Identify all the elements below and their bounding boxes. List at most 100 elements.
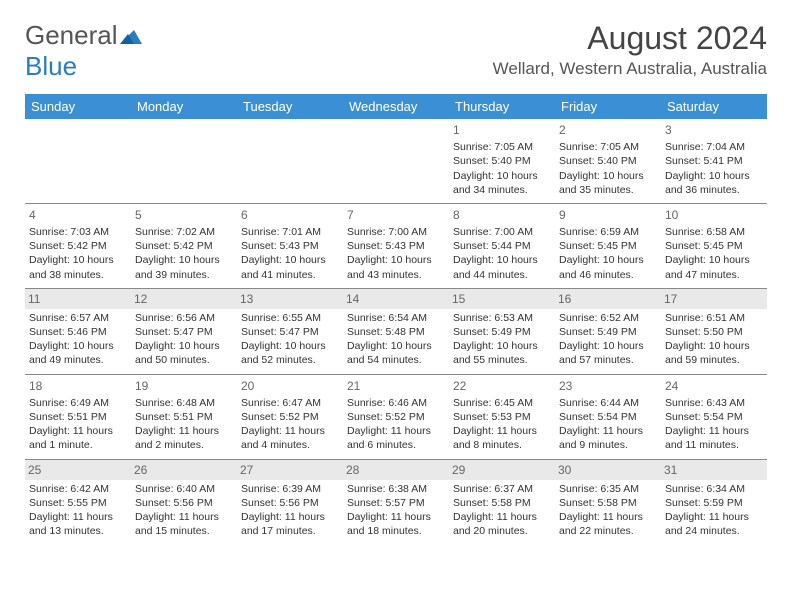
sunset-text: Sunset: 5:42 PM	[135, 239, 233, 253]
day-number: 4	[29, 207, 127, 223]
calendar-row: 25Sunrise: 6:42 AMSunset: 5:55 PMDayligh…	[25, 459, 767, 544]
daylight-text: Daylight: 11 hours and 4 minutes.	[241, 424, 339, 452]
day-info: Sunrise: 6:56 AMSunset: 5:47 PMDaylight:…	[135, 311, 233, 368]
calendar-cell	[237, 119, 343, 203]
day-info: Sunrise: 6:42 AMSunset: 5:55 PMDaylight:…	[29, 482, 127, 539]
header: General Blue August 2024 Wellard, Wester…	[25, 20, 767, 82]
calendar-cell: 10Sunrise: 6:58 AMSunset: 5:45 PMDayligh…	[661, 203, 767, 288]
calendar-cell: 5Sunrise: 7:02 AMSunset: 5:42 PMDaylight…	[131, 203, 237, 288]
day-number: 30	[555, 460, 661, 480]
day-info: Sunrise: 6:43 AMSunset: 5:54 PMDaylight:…	[665, 396, 763, 453]
daylight-text: Daylight: 10 hours and 39 minutes.	[135, 253, 233, 281]
sunset-text: Sunset: 5:58 PM	[559, 496, 657, 510]
day-number: 19	[135, 378, 233, 394]
day-number: 9	[559, 207, 657, 223]
daylight-text: Daylight: 10 hours and 38 minutes.	[29, 253, 127, 281]
day-info: Sunrise: 6:59 AMSunset: 5:45 PMDaylight:…	[559, 225, 657, 282]
day-info: Sunrise: 6:44 AMSunset: 5:54 PMDaylight:…	[559, 396, 657, 453]
sunrise-text: Sunrise: 6:49 AM	[29, 396, 127, 410]
sunrise-text: Sunrise: 7:02 AM	[135, 225, 233, 239]
day-info: Sunrise: 7:00 AMSunset: 5:44 PMDaylight:…	[453, 225, 551, 282]
daylight-text: Daylight: 10 hours and 55 minutes.	[453, 339, 551, 367]
sunset-text: Sunset: 5:40 PM	[453, 154, 551, 168]
daylight-text: Daylight: 11 hours and 18 minutes.	[347, 510, 445, 538]
daylight-text: Daylight: 10 hours and 46 minutes.	[559, 253, 657, 281]
logo-text-blue: Blue	[25, 51, 77, 81]
calendar-cell: 24 Sunrise: 6:43 AMSunset: 5:54 PMDayligh…	[661, 374, 767, 459]
calendar-body: 1Sunrise: 7:05 AMSunset: 5:40 PMDaylight…	[25, 119, 767, 544]
calendar-cell: 18Sunrise: 6:49 AMSunset: 5:51 PMDayligh…	[25, 374, 131, 459]
day-info: Sunrise: 7:01 AMSunset: 5:43 PMDaylight:…	[241, 225, 339, 282]
sunrise-text: Sunrise: 6:47 AM	[241, 396, 339, 410]
daylight-text: Daylight: 10 hours and 43 minutes.	[347, 253, 445, 281]
sunrise-text: Sunrise: 6:56 AM	[135, 311, 233, 325]
daylight-text: Daylight: 10 hours and 44 minutes.	[453, 253, 551, 281]
page-title: August 2024	[493, 20, 767, 57]
sunset-text: Sunset: 5:52 PM	[347, 410, 445, 424]
day-header: Friday	[555, 94, 661, 119]
sunrise-text: Sunrise: 6:44 AM	[559, 396, 657, 410]
day-info: Sunrise: 6:51 AMSunset: 5:50 PMDaylight:…	[665, 311, 763, 368]
sunset-text: Sunset: 5:42 PM	[29, 239, 127, 253]
sunset-text: Sunset: 5:48 PM	[347, 325, 445, 339]
calendar-cell: 25Sunrise: 6:42 AMSunset: 5:55 PMDayligh…	[25, 459, 131, 544]
daylight-text: Daylight: 10 hours and 34 minutes.	[453, 169, 551, 197]
sunrise-text: Sunrise: 6:59 AM	[559, 225, 657, 239]
calendar-cell: 1Sunrise: 7:05 AMSunset: 5:40 PMDaylight…	[449, 119, 555, 203]
sunset-text: Sunset: 5:55 PM	[29, 496, 127, 510]
calendar-cell: 20Sunrise: 6:47 AMSunset: 5:52 PMDayligh…	[237, 374, 343, 459]
calendar-cell: 8Sunrise: 7:00 AMSunset: 5:44 PMDaylight…	[449, 203, 555, 288]
logo-icon	[120, 20, 142, 51]
day-number: 24	[665, 378, 763, 394]
sunrise-text: Sunrise: 6:45 AM	[453, 396, 551, 410]
calendar-cell: 19Sunrise: 6:48 AMSunset: 5:51 PMDayligh…	[131, 374, 237, 459]
calendar-cell: 31Sunrise: 6:34 AMSunset: 5:59 PMDayligh…	[661, 459, 767, 544]
day-info: Sunrise: 6:39 AMSunset: 5:56 PMDaylight:…	[241, 482, 339, 539]
sunset-text: Sunset: 5:44 PM	[453, 239, 551, 253]
calendar-cell	[343, 119, 449, 203]
day-info: Sunrise: 6:37 AMSunset: 5:58 PMDaylight:…	[453, 482, 551, 539]
day-header: Saturday	[661, 94, 767, 119]
logo: General Blue	[25, 20, 142, 82]
sunrise-text: Sunrise: 6:48 AM	[135, 396, 233, 410]
sunset-text: Sunset: 5:56 PM	[241, 496, 339, 510]
day-number: 12	[131, 289, 237, 309]
day-info: Sunrise: 6:57 AMSunset: 5:46 PMDaylight:…	[29, 311, 127, 368]
daylight-text: Daylight: 10 hours and 57 minutes.	[559, 339, 657, 367]
sunrise-text: Sunrise: 6:42 AM	[29, 482, 127, 496]
day-number: 7	[347, 207, 445, 223]
day-number: 26	[131, 460, 237, 480]
sunset-text: Sunset: 5:41 PM	[665, 154, 763, 168]
daylight-text: Daylight: 10 hours and 36 minutes.	[665, 169, 763, 197]
day-info: Sunrise: 6:58 AMSunset: 5:45 PMDaylight:…	[665, 225, 763, 282]
day-number: 29	[449, 460, 555, 480]
sunrise-text: Sunrise: 6:35 AM	[559, 482, 657, 496]
day-number: 18	[29, 378, 127, 394]
day-number: 15	[449, 289, 555, 309]
sunrise-text: Sunrise: 7:04 AM	[665, 140, 763, 154]
day-number: 3	[665, 122, 763, 138]
day-number: 31	[661, 460, 767, 480]
sunrise-text: Sunrise: 6:51 AM	[665, 311, 763, 325]
day-info: Sunrise: 6:40 AMSunset: 5:56 PMDaylight:…	[135, 482, 233, 539]
daylight-text: Daylight: 11 hours and 2 minutes.	[135, 424, 233, 452]
calendar-cell: 13Sunrise: 6:55 AMSunset: 5:47 PMDayligh…	[237, 288, 343, 374]
sunrise-text: Sunrise: 7:03 AM	[29, 225, 127, 239]
location-text: Wellard, Western Australia, Australia	[493, 59, 767, 79]
sunset-text: Sunset: 5:52 PM	[241, 410, 339, 424]
sunrise-text: Sunrise: 6:46 AM	[347, 396, 445, 410]
day-number: 13	[237, 289, 343, 309]
sunset-text: Sunset: 5:40 PM	[559, 154, 657, 168]
day-info: Sunrise: 6:55 AMSunset: 5:47 PMDaylight:…	[241, 311, 339, 368]
sunrise-text: Sunrise: 6:39 AM	[241, 482, 339, 496]
daylight-text: Daylight: 11 hours and 8 minutes.	[453, 424, 551, 452]
day-info: Sunrise: 6:38 AMSunset: 5:57 PMDaylight:…	[347, 482, 445, 539]
day-info: Sunrise: 7:02 AMSunset: 5:42 PMDaylight:…	[135, 225, 233, 282]
calendar-cell: 26Sunrise: 6:40 AMSunset: 5:56 PMDayligh…	[131, 459, 237, 544]
calendar-cell: 27Sunrise: 6:39 AMSunset: 5:56 PMDayligh…	[237, 459, 343, 544]
calendar-cell: 22Sunrise: 6:45 AMSunset: 5:53 PMDayligh…	[449, 374, 555, 459]
daylight-text: Daylight: 10 hours and 50 minutes.	[135, 339, 233, 367]
sunset-text: Sunset: 5:53 PM	[453, 410, 551, 424]
day-number: 1	[453, 122, 551, 138]
sunrise-text: Sunrise: 6:58 AM	[665, 225, 763, 239]
